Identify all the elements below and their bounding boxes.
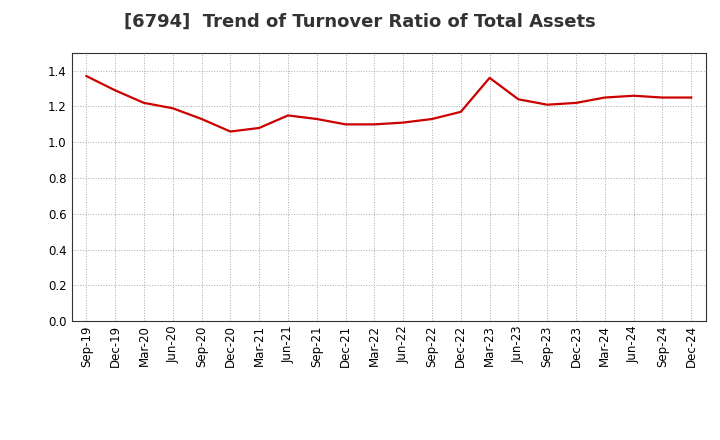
Text: [6794]  Trend of Turnover Ratio of Total Assets: [6794] Trend of Turnover Ratio of Total … [124, 13, 596, 31]
